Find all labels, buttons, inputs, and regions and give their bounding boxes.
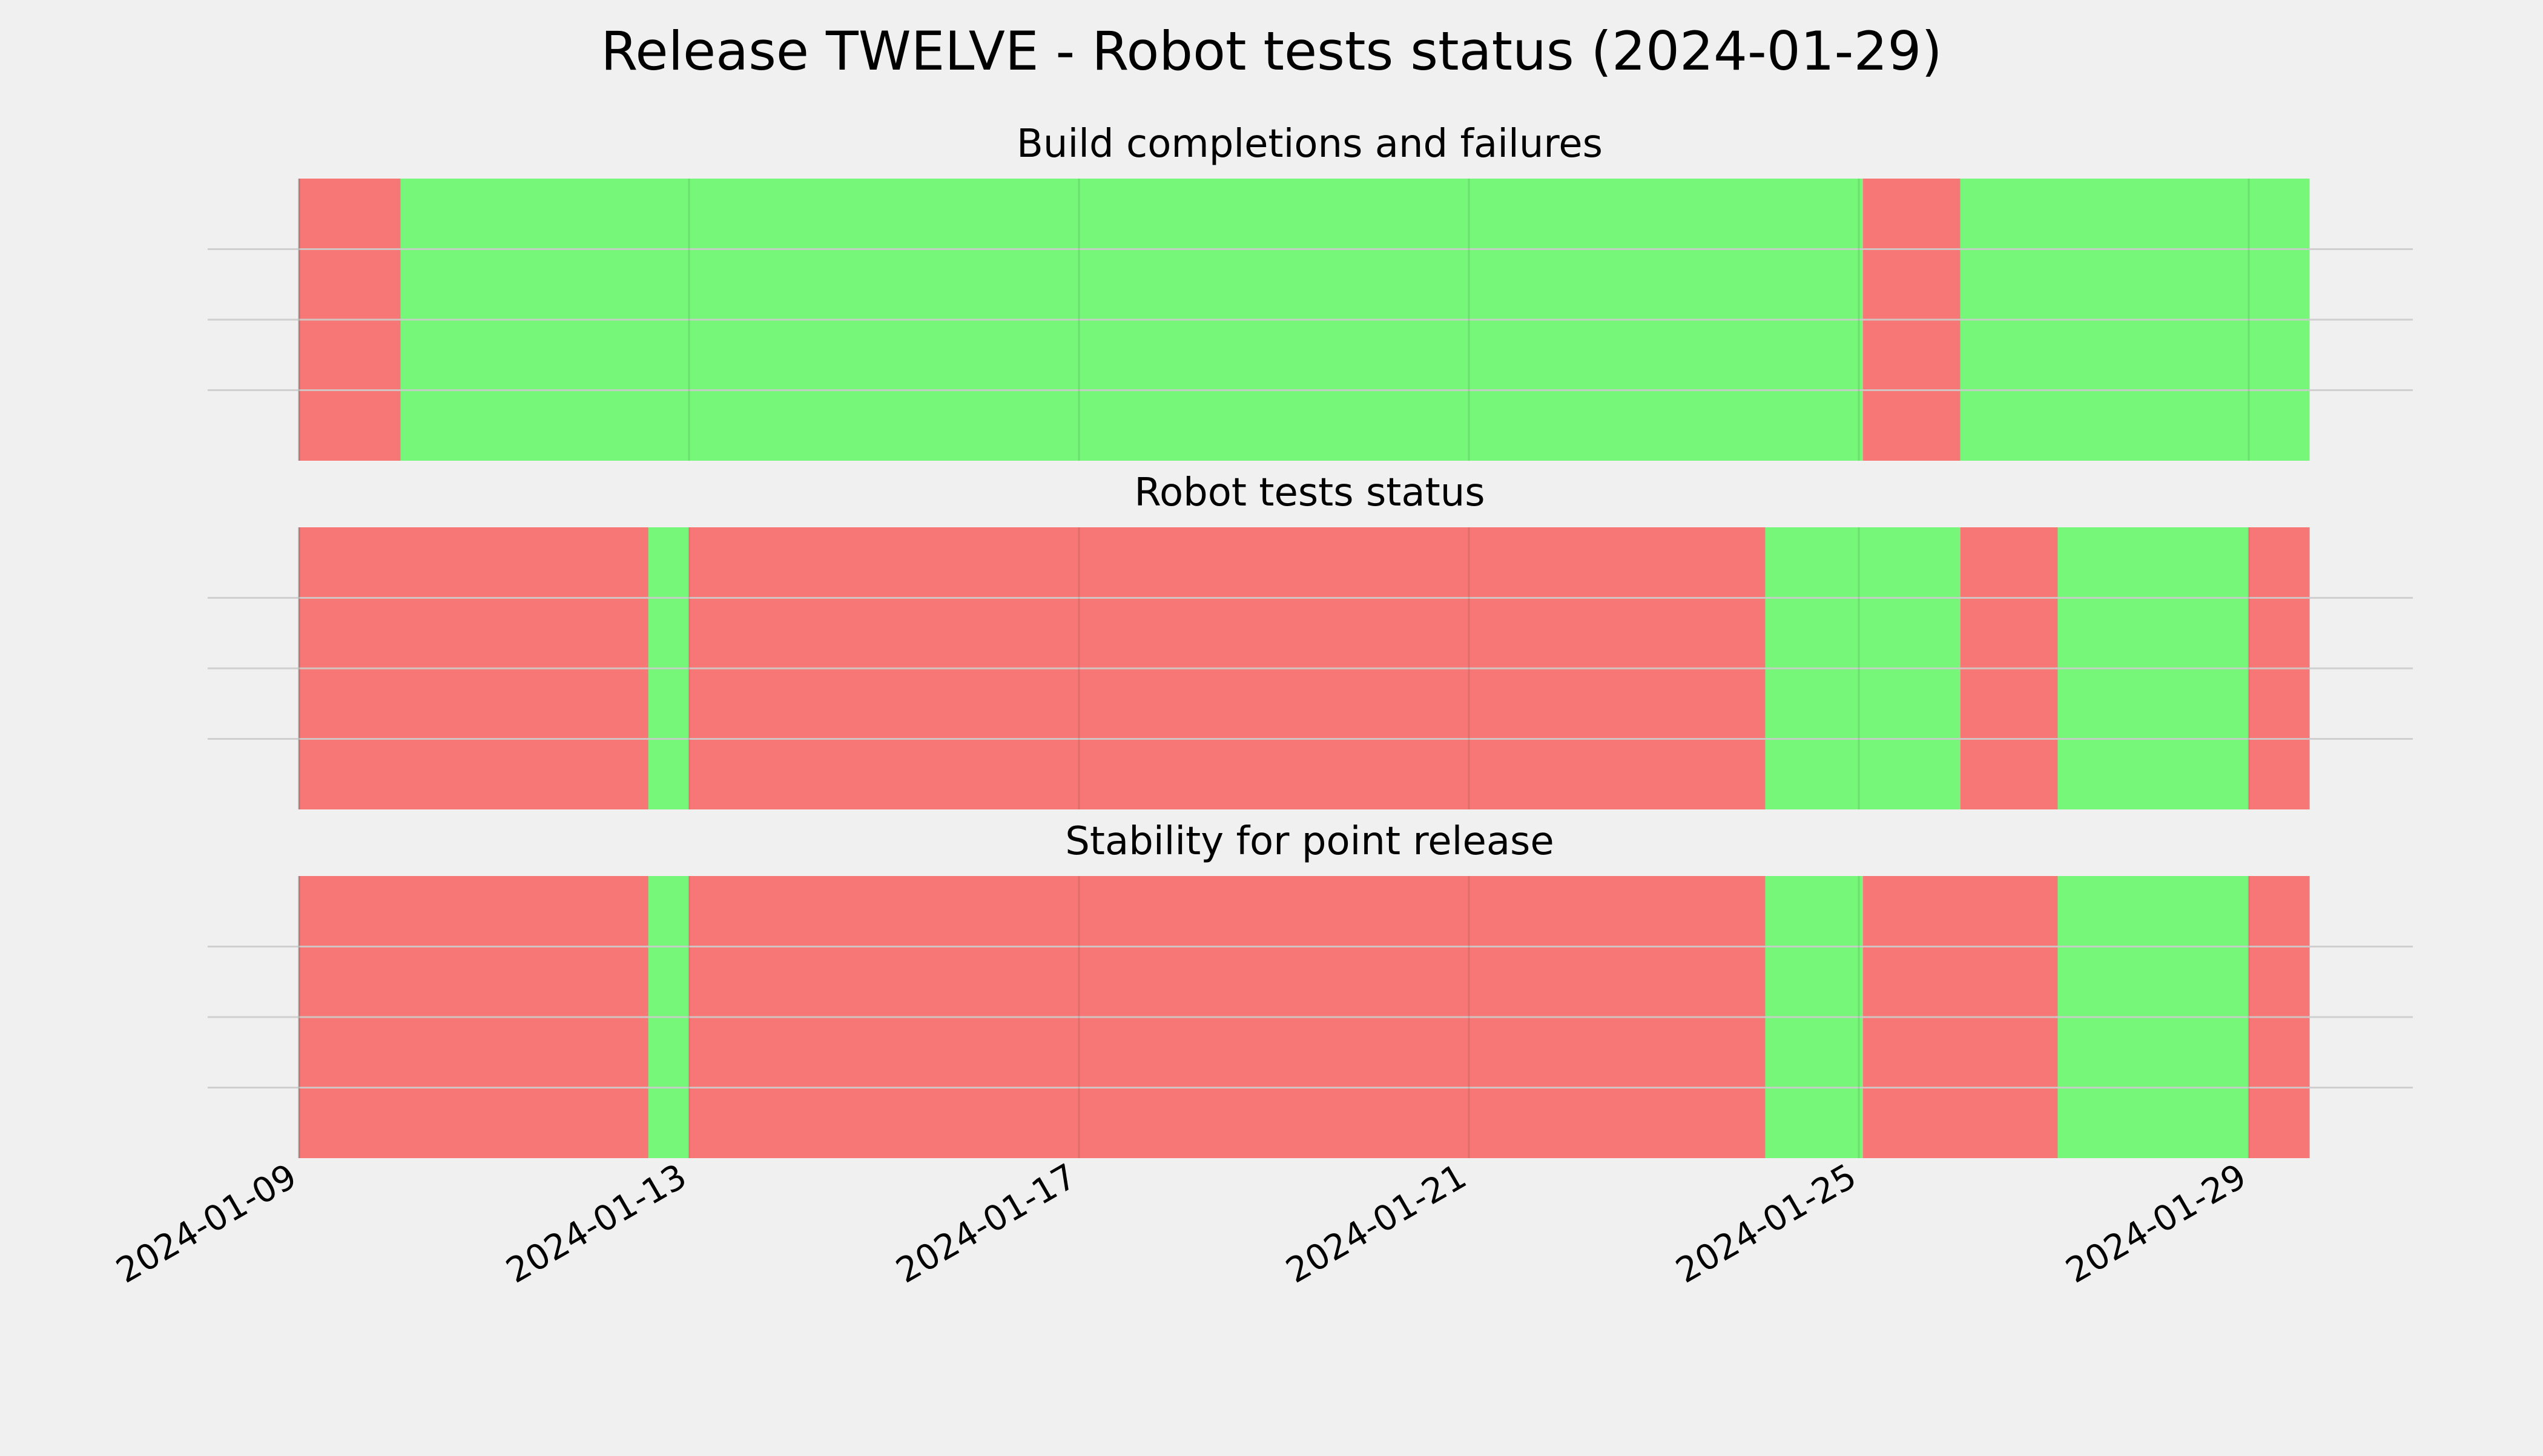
panel-title: Build completions and failures [1017, 122, 1603, 166]
chart-title: Release TWELVE - Robot tests status (202… [601, 20, 1942, 82]
x-tick-label: 2024-01-09 [110, 1156, 303, 1291]
x-tick-label: 2024-01-29 [2059, 1156, 2253, 1291]
x-tick-label: 2024-01-25 [1669, 1156, 1863, 1291]
x-tick-label: 2024-01-13 [500, 1156, 693, 1291]
panel-title: Stability for point release [1065, 819, 1554, 864]
panel-title: Robot tests status [1134, 470, 1485, 515]
x-tick-label: 2024-01-17 [889, 1156, 1083, 1291]
x-tick-label: 2024-01-21 [1279, 1156, 1473, 1291]
